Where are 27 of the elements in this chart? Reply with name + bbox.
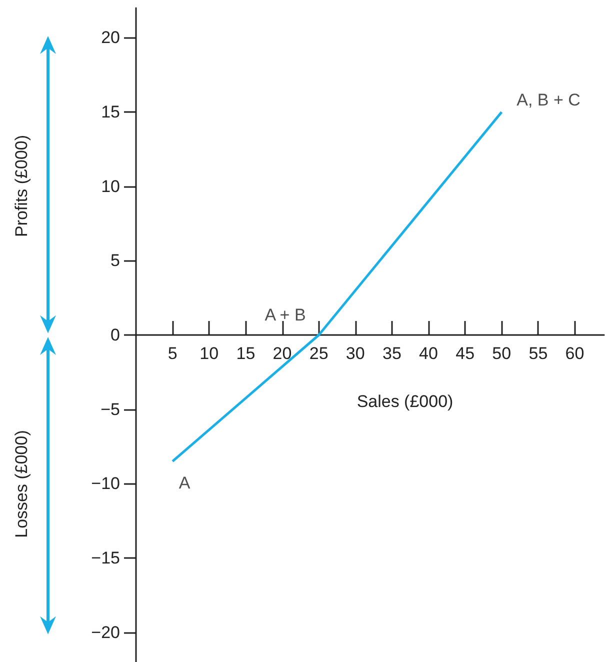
y-tick-label: −15 <box>91 548 120 568</box>
y-tick-label: 10 <box>101 176 120 196</box>
y-tick-label: 20 <box>101 28 120 48</box>
x-tick-label: 40 <box>419 344 438 363</box>
text: Profits (£000) <box>12 135 32 238</box>
y-tick-label: 5 <box>110 251 120 270</box>
text: Losses (£000) <box>12 430 32 538</box>
y-tick-label: −5 <box>100 400 120 419</box>
y-tick-label: −20 <box>91 622 120 642</box>
x-tick-label: 30 <box>346 344 365 363</box>
x-tick-label: 35 <box>382 344 402 363</box>
annotation: A <box>178 473 191 492</box>
x-tick-label: 5 <box>168 344 178 363</box>
x-tick-label: 55 <box>528 344 548 363</box>
x-tick-label: 50 <box>492 344 512 363</box>
x-axis-title: Sales (£000) <box>356 392 454 411</box>
x-tick-label: 10 <box>200 344 219 363</box>
y-tick-label: 0 <box>110 326 120 344</box>
x-tick-label: 45 <box>456 344 475 363</box>
x-tick-label: 15 <box>236 344 256 363</box>
y-tick-label: 15 <box>101 102 120 122</box>
x-tick-label: 25 <box>309 344 328 363</box>
x-tick-label: 60 <box>565 344 584 363</box>
annotation: A, B + C <box>516 90 580 110</box>
x-tick-label: 20 <box>272 344 292 363</box>
annotation: A + B <box>264 306 306 324</box>
y-tick-label: −10 <box>91 474 120 494</box>
